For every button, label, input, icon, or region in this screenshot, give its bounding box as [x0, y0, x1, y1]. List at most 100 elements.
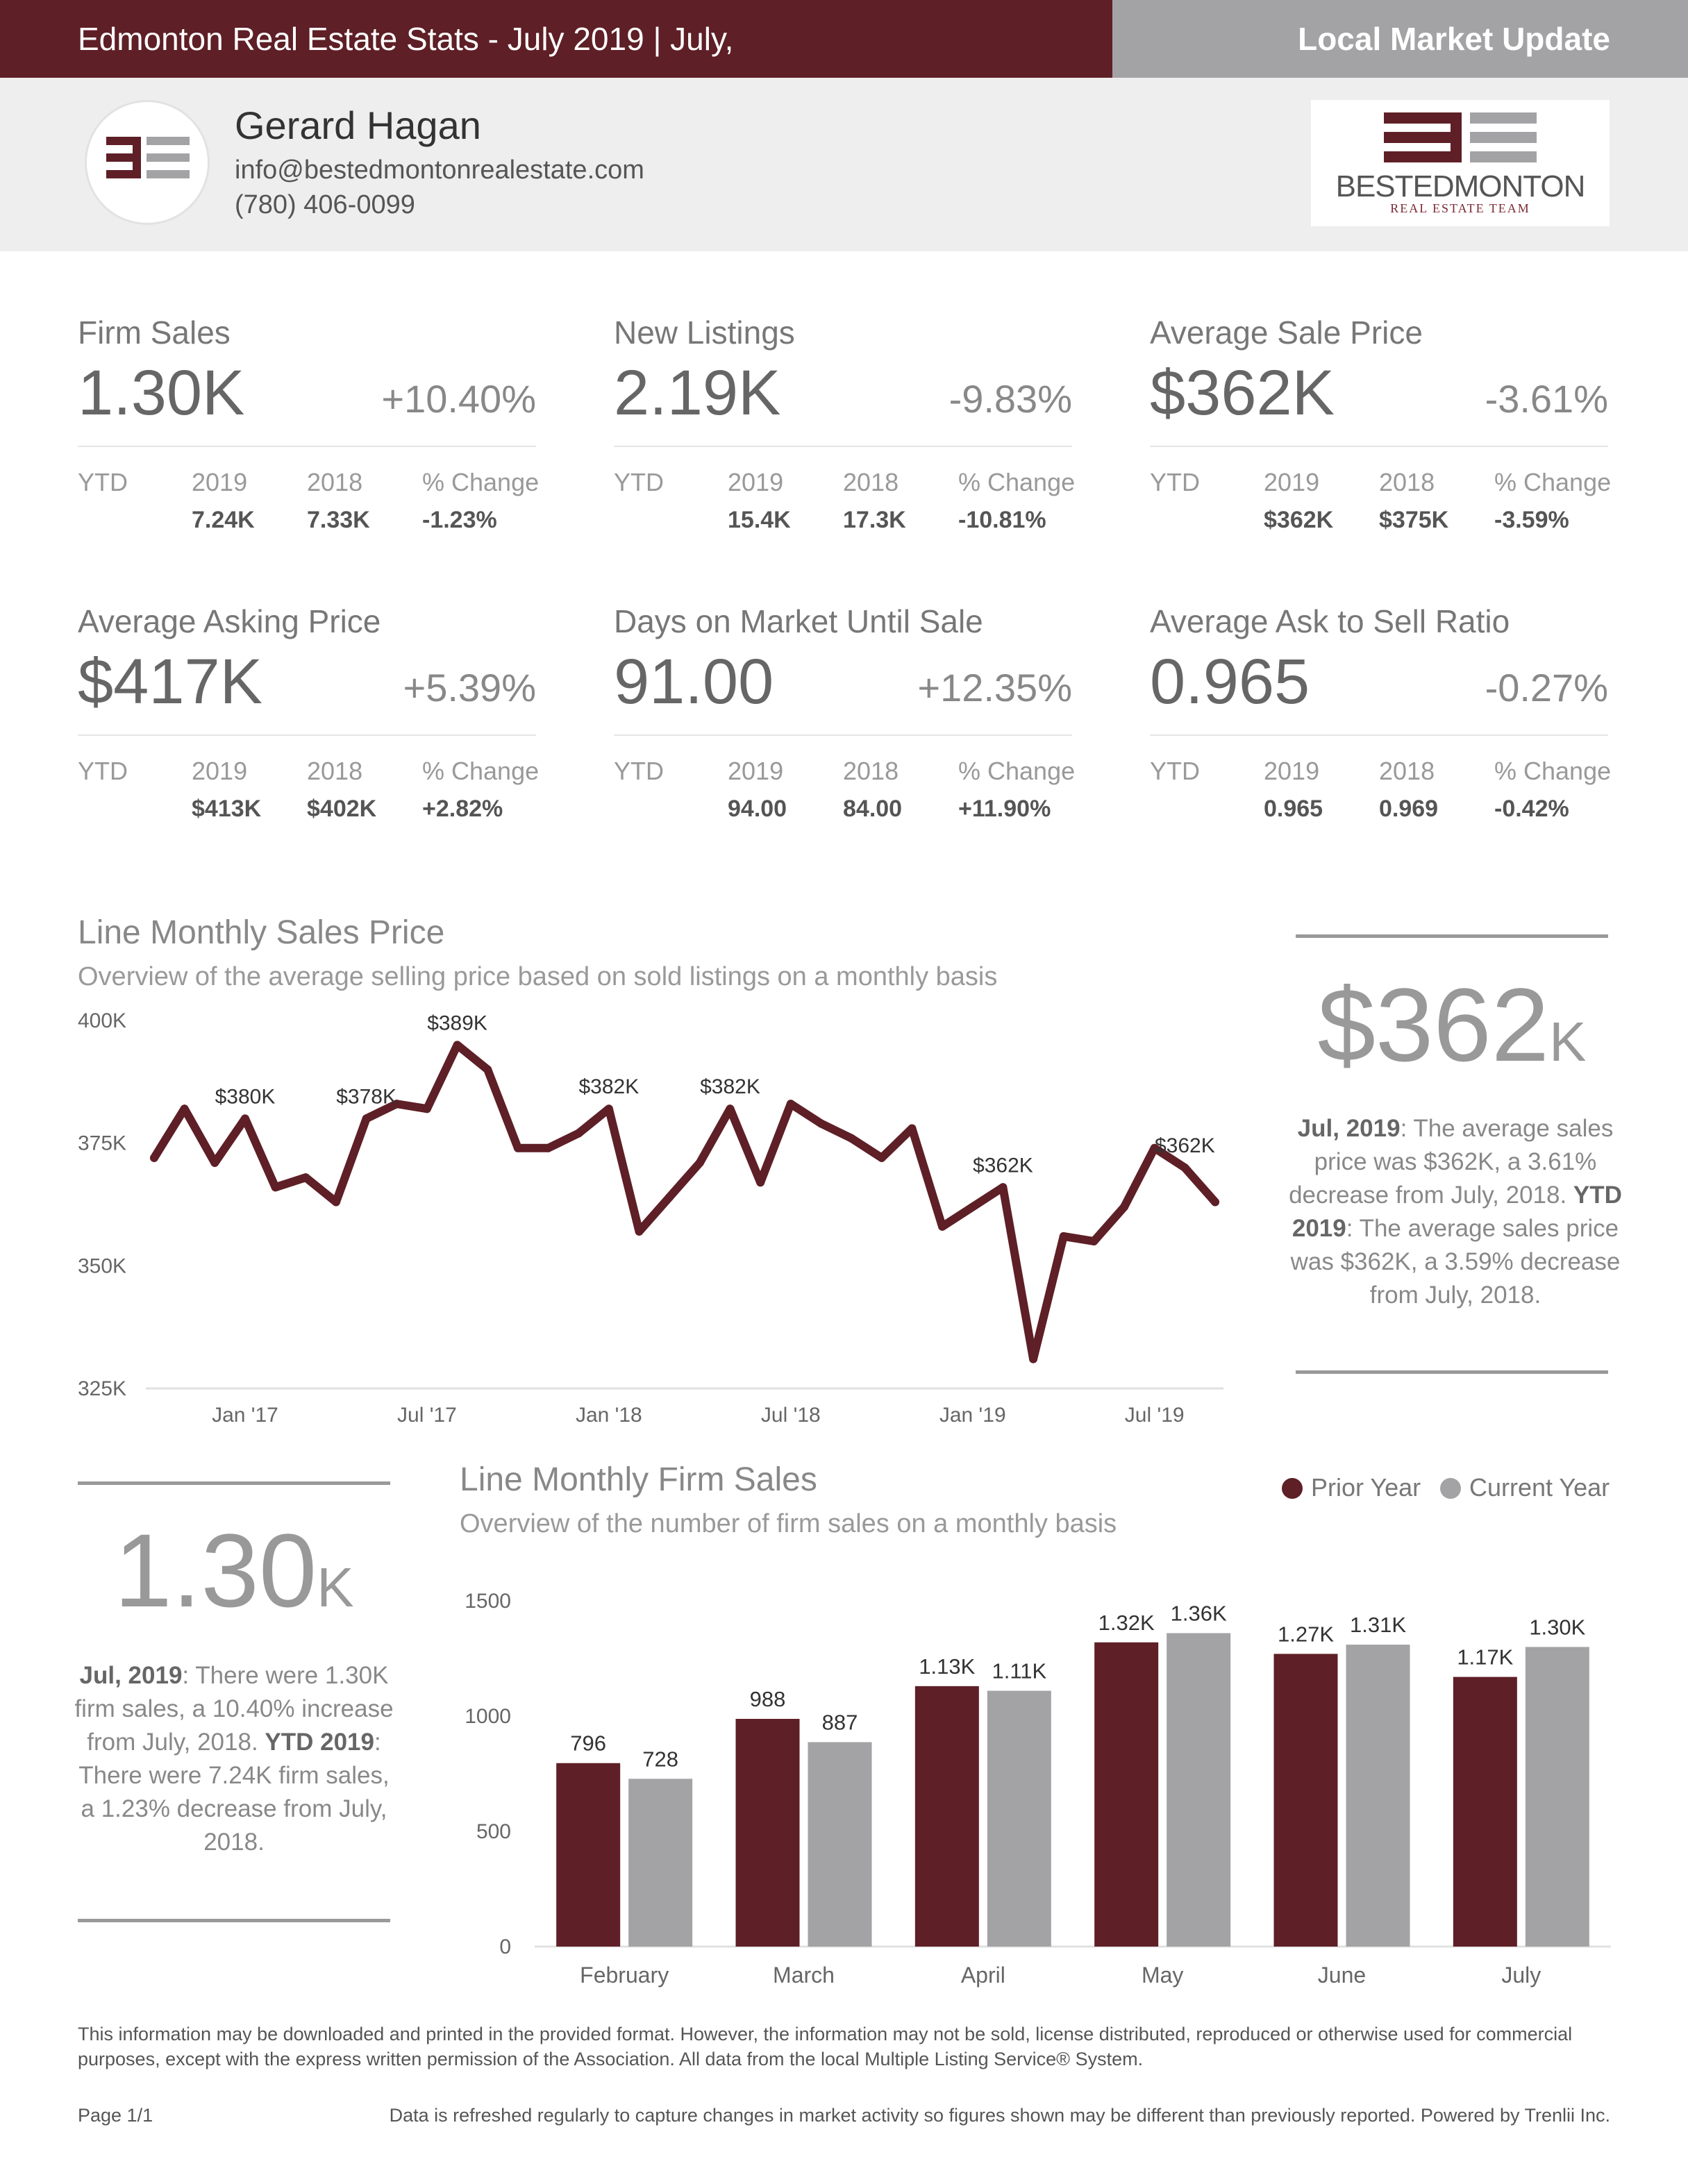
ytd-change-value: +11.90%	[958, 796, 1051, 822]
ytd-label: YTD	[1150, 468, 1200, 496]
price-point	[271, 1183, 280, 1192]
stat-change: +12.35%	[917, 666, 1072, 709]
stat-title: Average Asking Price	[78, 603, 381, 639]
price-point	[150, 1153, 158, 1162]
y-tick-label: 0	[499, 1935, 511, 1958]
price-point	[574, 1129, 583, 1138]
price-point	[604, 1104, 613, 1114]
callout-bottom-rule	[1296, 1370, 1608, 1374]
ytd-2019-value: 94.00	[728, 796, 787, 822]
stat-card-firm-sales: Firm Sales 1.30K +10.40% YTD 2019 2018 %…	[78, 314, 540, 543]
current-year-bar	[1525, 1647, 1589, 1947]
price-point	[665, 1193, 674, 1202]
stat-title: Firm Sales	[78, 314, 231, 351]
price-point	[756, 1178, 765, 1187]
firm-sales-bar-chart: 0 500 1000 1500 February 796 728 March 988 887 Apr…	[465, 1590, 1611, 1988]
sales-callout-bottom-rule	[78, 1919, 390, 1922]
price-point	[422, 1104, 431, 1114]
ytd-col-change: % Change	[422, 468, 540, 496]
stat-card-ask-to-sell-ratio: Average Ask to Sell Ratio 0.965 -0.27% Y…	[1150, 603, 1612, 832]
price-point	[453, 1041, 462, 1050]
ytd-col-2018: 2018	[1379, 757, 1435, 785]
y-tick-label: 500	[476, 1820, 511, 1843]
price-callout-suffix: K	[1549, 1011, 1587, 1073]
sales-callout-text: Jul, 2019: There were 1.30K firm sales, …	[71, 1659, 397, 1859]
stat-value: 1.30K	[78, 358, 245, 428]
divider	[78, 734, 536, 736]
legend-current-year: Current Year	[1440, 1473, 1610, 1502]
brand-tagline: REAL ESTATE TEAM	[1390, 201, 1530, 215]
prior-year-bar	[1453, 1677, 1517, 1947]
ytd-col-2019: 2019	[728, 757, 784, 785]
category-label: June	[1318, 1963, 1366, 1988]
bar-data-label: 887	[822, 1711, 858, 1735]
bar-data-label: 1.11K	[992, 1658, 1046, 1683]
price-data-label: $389K	[427, 1011, 487, 1034]
price-point	[1120, 1202, 1129, 1211]
stat-title: Days on Market Until Sale	[614, 603, 983, 639]
ytd-change-value: -1.23%	[422, 507, 497, 533]
price-point	[1059, 1232, 1068, 1241]
refresh-note: Data is refreshed regularly to capture c…	[389, 2105, 1610, 2126]
ytd-col-2019: 2019	[728, 468, 784, 496]
price-data-label: $382K	[578, 1075, 639, 1098]
ytd-col-2018: 2018	[843, 757, 899, 785]
category-label: May	[1142, 1963, 1183, 1988]
agent-email[interactable]: info@bestedmontonrealestate.com	[235, 156, 644, 185]
ytd-label: YTD	[614, 757, 664, 785]
legend-current-label: Current Year	[1469, 1473, 1610, 1502]
price-point	[847, 1134, 856, 1143]
price-point	[1211, 1198, 1219, 1207]
price-point	[240, 1114, 249, 1123]
price-data-label: $362K	[973, 1154, 1033, 1177]
ytd-col-change: % Change	[1494, 757, 1612, 785]
x-tick-label: Jul '18	[761, 1404, 821, 1427]
agent-name: Gerard Hagan	[235, 103, 481, 147]
stat-value: 0.965	[1150, 646, 1310, 717]
sales-callout-number: 1.30	[114, 1512, 317, 1629]
ytd-2018-value: $375K	[1379, 507, 1449, 533]
current-year-bar	[808, 1742, 872, 1947]
price-point	[513, 1143, 522, 1152]
stat-card-days-on-market: Days on Market Until Sale 91.00 +12.35% …	[614, 603, 1075, 832]
bar-data-label: 1.27K	[1278, 1622, 1334, 1646]
stat-change: +5.39%	[403, 666, 537, 709]
price-callout-ytd-body: : The average sales price was $362K, a 3…	[1290, 1215, 1621, 1309]
ytd-change-value: -0.42%	[1494, 796, 1569, 822]
ytd-2019-value: 7.24K	[192, 507, 255, 533]
y-tick-label: 350K	[78, 1254, 126, 1277]
stat-change: -0.27%	[1485, 666, 1608, 709]
ytd-col-change: % Change	[1494, 468, 1612, 496]
stat-change: -9.83%	[949, 377, 1072, 421]
divider	[78, 446, 536, 447]
bar-data-label: 796	[570, 1731, 606, 1756]
price-point	[544, 1143, 553, 1152]
market-update-badge: Local Market Update	[1112, 0, 1688, 78]
divider	[1150, 734, 1608, 736]
ytd-2019-value: 15.4K	[728, 507, 791, 533]
avatar	[85, 100, 210, 225]
divider	[614, 734, 1072, 736]
y-tick-label: 325K	[78, 1377, 126, 1400]
price-point	[938, 1222, 947, 1231]
x-tick-label: Jan '17	[212, 1404, 278, 1427]
legend-prior-label: Prior Year	[1311, 1473, 1421, 1502]
ytd-change-value: +2.82%	[422, 796, 503, 822]
stat-value: $417K	[78, 646, 263, 717]
price-point	[1089, 1237, 1098, 1245]
price-data-label: $362K	[1155, 1134, 1215, 1157]
price-point	[483, 1065, 492, 1074]
y-tick-label: 375K	[78, 1132, 126, 1155]
agent-phone[interactable]: (780) 406-0099	[235, 190, 415, 219]
prior-year-bar	[556, 1763, 621, 1947]
bar-data-label: 1.17K	[1457, 1645, 1513, 1670]
ytd-label: YTD	[78, 757, 128, 785]
sales-callout-suffix: K	[317, 1556, 354, 1618]
stat-change: -3.61%	[1485, 377, 1608, 421]
ytd-col-2018: 2018	[843, 468, 899, 496]
sales-chart-subtitle: Overview of the number of firm sales on …	[460, 1509, 1117, 1538]
x-tick-label: Jul '19	[1125, 1404, 1185, 1427]
price-callout-text: Jul, 2019: The average sales price was $…	[1289, 1112, 1622, 1312]
price-callout-body: : The average sales price was $362K, a 3…	[1289, 1115, 1614, 1209]
price-point	[695, 1158, 704, 1167]
